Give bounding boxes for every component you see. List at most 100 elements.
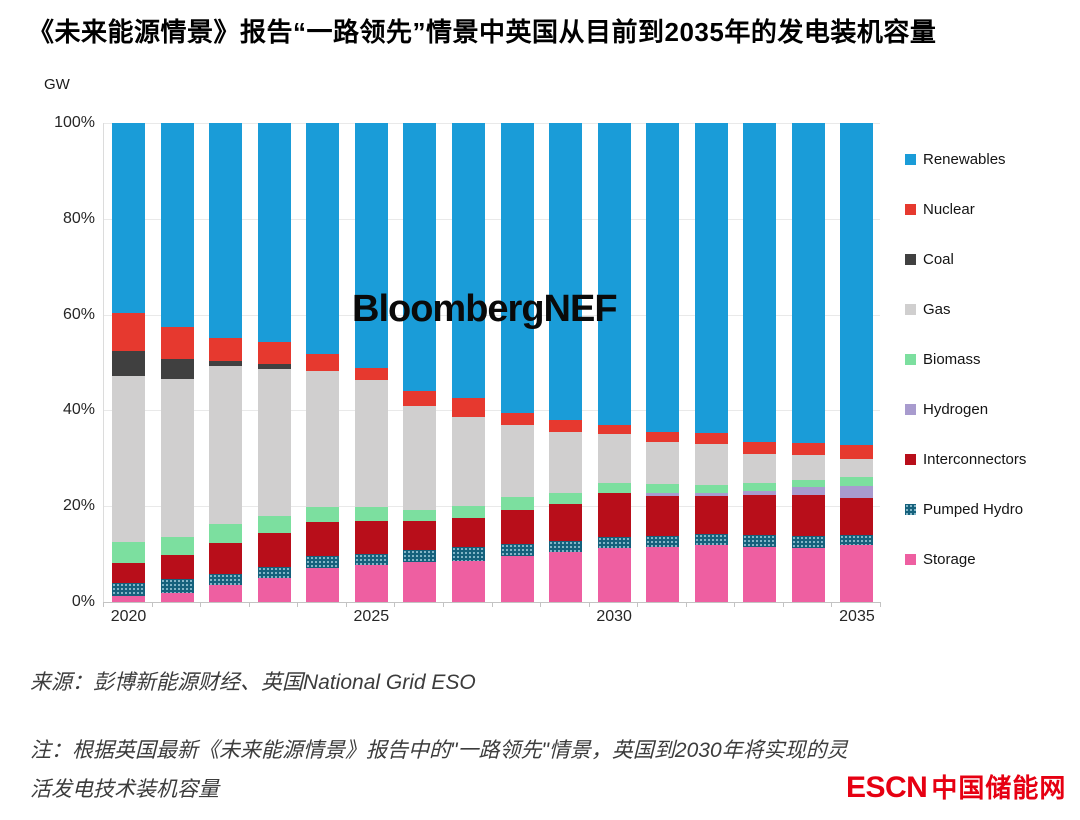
segment-storage <box>791 547 825 602</box>
segment-storage <box>403 562 437 602</box>
segment-renewables <box>840 123 874 446</box>
bar-2027 <box>451 123 485 602</box>
segment-pumped-hydro <box>112 582 145 596</box>
segment-gas <box>646 441 680 484</box>
x-tick-mark <box>540 602 542 607</box>
x-tick-label-2030: 2030 <box>596 608 632 625</box>
legend-label-biomass: Biomass <box>923 350 981 368</box>
y-tick-label-60: 60% <box>62 305 95 323</box>
segment-storage <box>840 545 874 602</box>
segment-biomass <box>646 483 680 494</box>
segment-nuclear <box>840 445 874 459</box>
segment-biomass <box>354 507 388 521</box>
segment-interconnectors <box>549 503 583 541</box>
legend-item-coal: Coal <box>905 249 954 269</box>
segment-nuclear <box>209 337 243 362</box>
bar-2020 <box>112 123 145 602</box>
x-tick-mark <box>297 602 299 607</box>
bar-2025 <box>354 123 388 602</box>
x-tick-mark <box>442 602 444 607</box>
segment-renewables <box>306 123 340 354</box>
segment-hydrogen <box>840 486 874 498</box>
segment-pumped-hydro <box>646 535 680 547</box>
segment-nuclear <box>549 419 583 433</box>
segment-pumped-hydro <box>840 535 874 546</box>
segment-gas <box>743 453 777 484</box>
segment-pumped-hydro <box>694 533 728 546</box>
biomass-swatch-icon <box>905 353 916 365</box>
segment-renewables <box>451 123 485 399</box>
segment-storage <box>209 585 243 602</box>
segment-interconnectors <box>500 510 534 544</box>
segment-pumped-hydro <box>209 573 243 586</box>
segment-renewables <box>500 123 534 413</box>
y-axis-line <box>103 123 104 602</box>
segment-gas <box>451 417 485 507</box>
segment-nuclear <box>500 412 534 425</box>
legend-item-interconnectors: Interconnectors <box>905 450 1026 470</box>
bar-2035 <box>840 123 874 602</box>
bar-2032 <box>694 123 728 602</box>
segment-pumped-hydro <box>549 540 583 553</box>
segment-storage <box>112 595 145 602</box>
hydrogen-swatch-icon <box>905 404 916 415</box>
segment-gas <box>354 380 388 508</box>
segment-nuclear <box>597 424 631 435</box>
segment-interconnectors <box>112 563 145 583</box>
segment-renewables <box>160 123 194 327</box>
segment-hydrogen <box>743 490 777 496</box>
segment-coal <box>209 361 243 366</box>
segment-nuclear <box>694 432 728 444</box>
note-text: 注：根据英国最新《未来能源情景》报告中的"一路领先"情景，英国到2030年将实现… <box>30 731 848 809</box>
segment-storage <box>597 548 631 602</box>
segment-nuclear <box>646 431 680 442</box>
x-tick-mark <box>345 602 347 607</box>
segment-interconnectors <box>597 492 631 537</box>
segment-renewables <box>549 123 583 420</box>
segment-interconnectors <box>694 496 728 534</box>
segment-pumped-hydro <box>160 579 194 594</box>
segment-renewables <box>354 123 388 368</box>
segment-interconnectors <box>209 543 243 574</box>
bar-2021 <box>160 123 194 602</box>
chart-title: 《未来能源情景》报告“一路领先”情景中英国从目前到2035年的发电装机容量 <box>28 17 937 47</box>
segment-biomass <box>743 483 777 491</box>
segment-pumped-hydro <box>597 536 631 549</box>
segment-pumped-hydro <box>257 566 291 578</box>
segment-coal <box>112 350 145 376</box>
segment-hydrogen <box>791 487 825 495</box>
segment-nuclear <box>354 367 388 381</box>
interconnectors-swatch-icon <box>905 454 916 466</box>
gridline-80 <box>103 218 880 220</box>
bar-2031 <box>646 123 680 602</box>
segment-nuclear <box>743 442 777 454</box>
gas-swatch-icon <box>905 303 916 315</box>
segment-renewables <box>646 123 680 432</box>
legend-item-hydrogen: Hydrogen <box>905 400 988 420</box>
legend-item-renewables: Renewables <box>905 149 1006 169</box>
segment-interconnectors <box>160 555 194 580</box>
segment-biomass <box>597 483 631 493</box>
pumped-hydro-swatch-icon <box>905 504 916 516</box>
segment-biomass <box>403 509 437 521</box>
segment-pumped-hydro <box>791 536 825 548</box>
segment-biomass <box>306 507 340 522</box>
y-axis-unit-label: GW <box>44 76 70 93</box>
x-tick-mark <box>200 602 202 607</box>
segment-storage <box>306 567 340 602</box>
segment-storage <box>646 546 680 602</box>
x-tick-label-2025: 2025 <box>353 608 390 625</box>
gridline-40 <box>103 410 880 412</box>
segment-renewables <box>597 123 631 425</box>
segment-interconnectors <box>306 521 340 556</box>
segment-nuclear <box>257 342 291 365</box>
segment-nuclear <box>306 353 340 372</box>
segment-biomass <box>694 484 728 494</box>
segment-renewables <box>209 123 243 338</box>
legend-label-hydrogen: Hydrogen <box>923 401 989 418</box>
segment-biomass <box>549 493 583 504</box>
segment-pumped-hydro <box>500 543 534 557</box>
x-tick-mark <box>880 602 881 607</box>
legend-label-renewables: Renewables <box>923 150 1006 168</box>
